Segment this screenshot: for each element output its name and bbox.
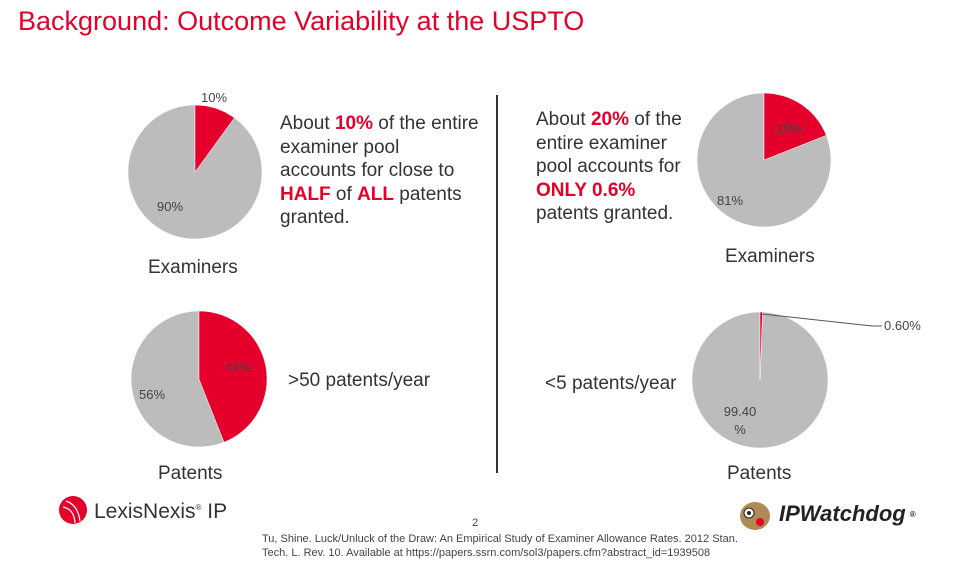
caption-patents-left: Patents — [158, 463, 222, 485]
lexisnexis-globe-icon — [58, 495, 88, 525]
right-patents-label: <5 patents/year — [545, 373, 677, 395]
divider — [496, 95, 498, 473]
caption-examiners-left: Examiners — [148, 257, 238, 279]
lexisnexis-logo: LexisNexis® IP — [58, 494, 227, 526]
page-number: 2 — [472, 516, 478, 530]
slice-label: 19% — [776, 121, 802, 136]
slice-label: 56% — [139, 387, 165, 402]
right-blurb: About 20% of the entire examiner pool ac… — [536, 108, 694, 226]
left-patents-label: >50 patents/year — [288, 370, 430, 392]
ipwatchdog-logo: IPWatchdog® — [735, 496, 916, 532]
slice-label: 44% — [225, 360, 251, 375]
dog-mascot-icon — [735, 496, 775, 532]
slice-label: 90% — [157, 199, 183, 214]
slice-label: 10% — [201, 90, 227, 105]
slice-label: 81% — [717, 193, 743, 208]
slice-label: 0.60% — [884, 318, 921, 333]
caption-examiners-right: Examiners — [725, 246, 815, 268]
left-blurb: About 10% of the entire examiner pool ac… — [280, 112, 480, 230]
citation: Tu, Shine. Luck/Unluck of the Draw: An E… — [262, 532, 738, 560]
caption-patents-right: Patents — [727, 463, 791, 485]
slice-label: 99.40 % — [722, 403, 758, 439]
